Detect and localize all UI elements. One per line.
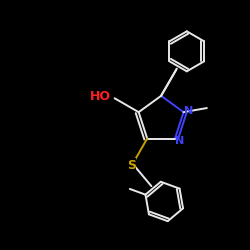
Text: S: S [127,159,136,172]
Text: HO: HO [90,90,110,103]
Text: N: N [175,136,184,146]
Text: N: N [184,106,193,116]
